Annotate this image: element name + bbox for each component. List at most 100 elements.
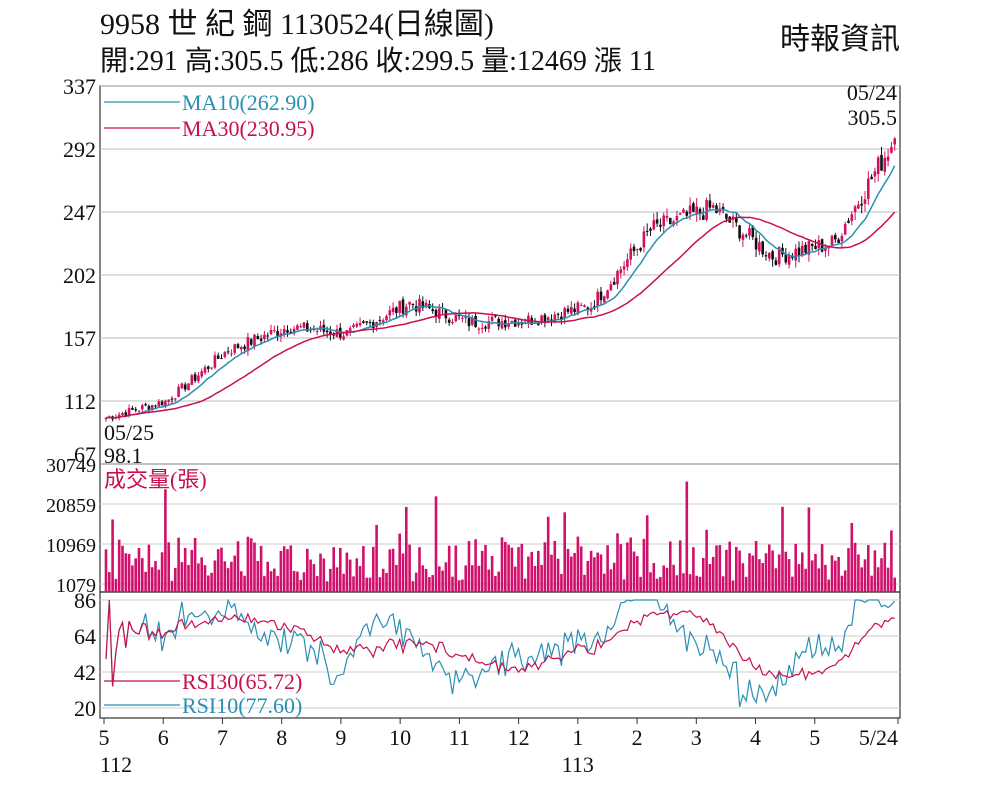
volume-bar (857, 554, 860, 592)
candle-body (761, 241, 764, 255)
candle-body (385, 316, 388, 321)
volume-bar (190, 549, 194, 592)
volume-bar (292, 570, 296, 592)
volume-bar (312, 564, 316, 592)
volume-bar (543, 542, 547, 592)
month-label: 1 (572, 725, 583, 750)
volume-bar (520, 543, 524, 592)
volume-bar (890, 530, 893, 592)
candle-body (203, 367, 207, 373)
volume-bars (104, 481, 896, 592)
candle-body (695, 206, 698, 215)
candle-body (197, 375, 200, 382)
candle-body (273, 330, 276, 332)
volume-bar (302, 572, 306, 592)
candle-body (302, 322, 306, 328)
candle-body (880, 154, 883, 171)
price-tick-label: 157 (63, 326, 96, 351)
volume-bar (570, 556, 573, 592)
rsi-tick-label: 42 (74, 660, 96, 685)
volume-bar (441, 570, 444, 592)
volume-bar (147, 544, 151, 592)
volume-bar (550, 554, 553, 592)
volume-bar (398, 533, 401, 592)
volume-bar (273, 568, 276, 592)
candle-body (467, 317, 471, 327)
volume-bar (200, 557, 203, 592)
candle-body (702, 215, 705, 220)
volume-bar (164, 489, 167, 592)
volume-bar (253, 542, 256, 592)
volume-bar (160, 552, 164, 592)
candle-body (606, 290, 609, 299)
candle-body (698, 208, 702, 214)
candle-body (315, 331, 319, 333)
volume-bar (309, 559, 312, 592)
volume-bar (781, 506, 784, 592)
candle-body (636, 248, 639, 250)
volume-bar (177, 537, 180, 592)
candle-body (744, 235, 748, 237)
candle-body (391, 307, 395, 313)
rsi-tick-label: 64 (74, 624, 96, 649)
volume-bar (223, 561, 227, 592)
candle-body (883, 157, 887, 172)
candle-body (556, 313, 560, 315)
candle-body (738, 225, 741, 239)
candle-body (807, 241, 811, 255)
volume-bar (299, 579, 302, 592)
volume-bar (678, 540, 682, 592)
candle-body (520, 323, 524, 325)
volume-bar (461, 579, 464, 592)
candle-body (299, 326, 302, 328)
volume-bar (616, 533, 619, 592)
candle-body (741, 234, 745, 240)
volume-bar (510, 547, 514, 592)
volume-bar (751, 555, 755, 592)
candle-body (771, 251, 774, 260)
volume-bar (586, 560, 590, 592)
candle-body (675, 216, 679, 221)
candle-body (216, 355, 220, 359)
price-tick-label: 112 (64, 389, 96, 414)
volume-bar (104, 549, 108, 592)
volume-bar (860, 567, 863, 592)
volume-bar (626, 542, 629, 592)
volume-bar (725, 549, 728, 592)
volume-bar (332, 547, 335, 592)
volume-bar (820, 544, 824, 592)
volume-bar (540, 564, 543, 592)
volume-bar (249, 538, 253, 592)
candle-body (362, 321, 365, 323)
volume-bar (619, 544, 623, 592)
volume-bar (695, 575, 698, 592)
candle-body (154, 405, 157, 407)
volume-bar (434, 496, 438, 592)
volume-bar (659, 576, 662, 592)
candle-body (177, 386, 180, 397)
candle-body (213, 355, 217, 368)
start-date-label: 05/25 (104, 420, 154, 445)
volume-bar (154, 561, 157, 592)
candle-body (665, 215, 669, 218)
volume-tick-label: 1079 (56, 575, 96, 597)
y-axis-labels: 67 112 157 202 247 292 337 1079 10969 20859 30749 2… (46, 74, 96, 721)
rsi30-line (105, 599, 895, 687)
candle-body (424, 302, 428, 308)
candle-body (659, 224, 662, 227)
volume-bar (447, 545, 451, 592)
volume-bar (342, 573, 345, 592)
candle-body (603, 296, 606, 303)
volume-bar (348, 559, 352, 592)
month-label: 2 (632, 725, 643, 750)
candle-body (583, 305, 586, 307)
candle-body (688, 205, 692, 215)
volume-bar (484, 544, 487, 592)
candle-body (857, 204, 860, 209)
candle-body (256, 336, 260, 340)
candle-body (292, 328, 296, 334)
volume-bar (322, 558, 326, 592)
candle-body (276, 330, 279, 336)
volume-bar (108, 572, 111, 592)
volume-bar (867, 545, 870, 592)
